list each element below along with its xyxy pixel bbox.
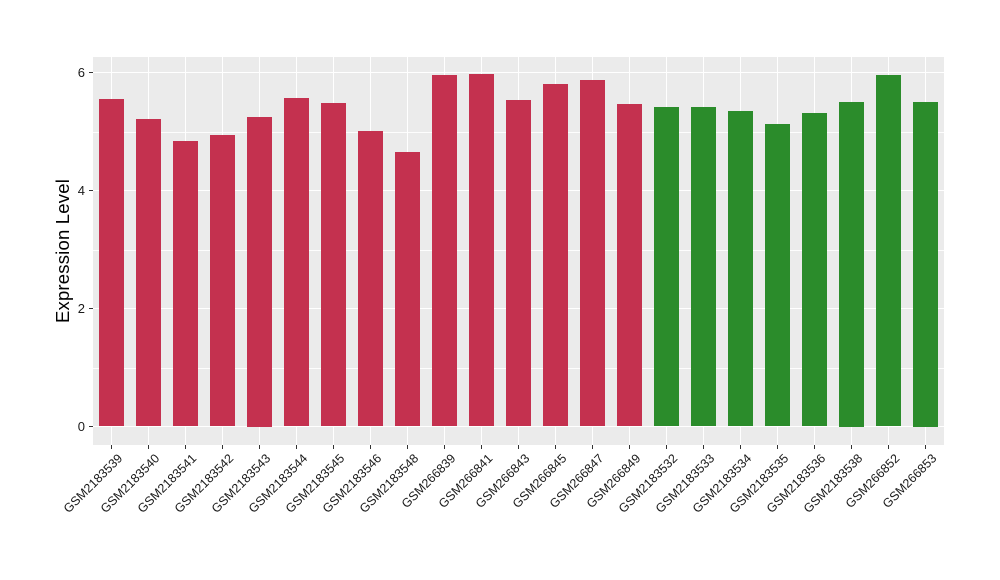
x-tick-mark [221, 445, 224, 449]
y-tick-label: 4 [77, 182, 85, 198]
y-tick-mark [89, 425, 93, 428]
x-tick-mark [147, 445, 150, 449]
bar [468, 74, 495, 427]
y-tick-label: 0 [77, 418, 85, 434]
x-tick-mark [924, 445, 927, 449]
bar [838, 102, 865, 427]
x-tick-mark [517, 445, 520, 449]
bar [875, 75, 902, 427]
bar [320, 103, 347, 427]
y-axis-title-label: Expression Level [52, 178, 73, 324]
x-tick-mark [406, 445, 409, 449]
bar [135, 118, 162, 427]
x-tick-mark [184, 445, 187, 449]
x-tick-mark [776, 445, 779, 449]
y-tick-mark [89, 307, 93, 310]
x-tick-mark [702, 445, 705, 449]
y-tick-label: 2 [77, 300, 85, 316]
x-tick-mark [369, 445, 372, 449]
bar [653, 106, 680, 427]
bar [357, 130, 384, 427]
bar [283, 98, 310, 427]
x-tick-mark [665, 445, 668, 449]
bar [616, 104, 643, 427]
x-tick-mark [739, 445, 742, 449]
bar [579, 79, 606, 427]
x-tick-mark [258, 445, 261, 449]
x-tick-mark [554, 445, 557, 449]
bar [727, 110, 754, 427]
y-tick-label: 6 [77, 64, 85, 80]
bar [764, 123, 791, 427]
bar [394, 151, 421, 427]
x-tick-mark [887, 445, 890, 449]
bar [246, 116, 273, 427]
x-tick-mark [480, 445, 483, 449]
x-tick-mark [628, 445, 631, 449]
bar [505, 100, 532, 427]
x-tick-mark [443, 445, 446, 449]
bar [209, 135, 236, 427]
x-tick-mark [850, 445, 853, 449]
x-tick-mark [295, 445, 298, 449]
bar [912, 102, 939, 427]
bar [801, 112, 828, 427]
x-tick-mark [332, 445, 335, 449]
y-tick-mark [89, 189, 93, 192]
plot-panel [93, 57, 944, 445]
bar [98, 99, 125, 427]
bar [431, 75, 458, 427]
x-tick-mark [813, 445, 816, 449]
bar [542, 84, 569, 427]
bar [172, 140, 199, 427]
x-tick-mark [591, 445, 594, 449]
y-tick-mark [89, 71, 93, 74]
bar [690, 107, 717, 427]
x-tick-mark [110, 445, 113, 449]
